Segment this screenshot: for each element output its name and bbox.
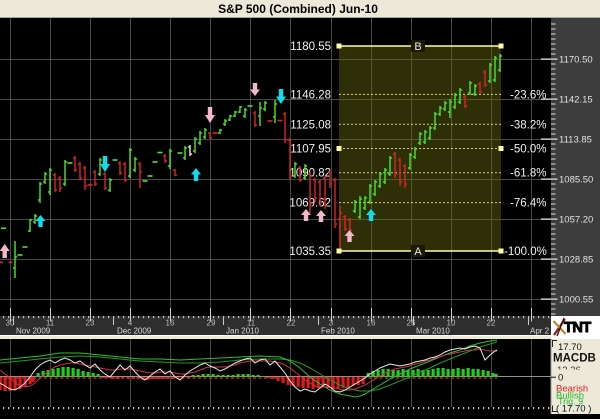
svg-text:1035.35: 1035.35 (289, 246, 331, 258)
svg-text:0: 0 (558, 373, 563, 384)
svg-text:22: 22 (287, 319, 296, 328)
svg-text:1180.55: 1180.55 (290, 41, 331, 53)
svg-text:11: 11 (247, 319, 256, 328)
svg-text:1170.50: 1170.50 (559, 55, 593, 66)
svg-text:3: 3 (329, 319, 334, 328)
svg-text:-50.0%: -50.0% (510, 144, 546, 156)
svg-text:4: 4 (128, 319, 133, 328)
svg-text:22: 22 (487, 319, 496, 328)
svg-text:-100.0%: -100.0% (504, 246, 547, 258)
svg-text:-38.2%: -38.2% (510, 119, 546, 131)
svg-text:Feb 2010: Feb 2010 (321, 327, 355, 336)
svg-text:1085.50: 1085.50 (559, 175, 593, 186)
svg-text:TNT: TNT (564, 320, 591, 336)
svg-text:1142.15: 1142.15 (559, 95, 593, 106)
svg-text:MACDB: MACDB (553, 353, 596, 365)
svg-text:1107.95: 1107.95 (290, 144, 331, 156)
svg-text:Bullish: Bullish (556, 391, 584, 402)
svg-text:-76.4%: -76.4% (510, 198, 546, 210)
svg-text:1146.28: 1146.28 (290, 89, 331, 101)
svg-text:1113.85: 1113.85 (559, 135, 592, 146)
svg-text:( 17.70 ): ( 17.70 ) (556, 404, 591, 415)
svg-text:17.70: 17.70 (558, 342, 582, 353)
svg-text:23: 23 (86, 319, 95, 328)
svg-text:-61.8%: -61.8% (510, 168, 546, 180)
svg-text:26: 26 (407, 319, 416, 328)
svg-text:10: 10 (447, 319, 456, 328)
svg-text:S&P 500 (Combined) Jun-10: S&P 500 (Combined) Jun-10 (218, 2, 378, 16)
svg-text:Bearish: Bearish (556, 384, 588, 395)
svg-text:Dec 2009: Dec 2009 (117, 327, 152, 336)
svg-text:Apr 2: Apr 2 (530, 327, 550, 336)
svg-text:B: B (414, 41, 421, 53)
svg-text:1000.55: 1000.55 (559, 295, 593, 306)
svg-text:Nov 2009: Nov 2009 (16, 327, 51, 336)
svg-text:16: 16 (166, 319, 175, 328)
svg-text:1028.85: 1028.85 (559, 255, 593, 266)
svg-text:11: 11 (46, 319, 55, 328)
svg-text:30: 30 (6, 319, 15, 328)
svg-text:Jan 2010: Jan 2010 (226, 327, 259, 336)
svg-text:A: A (414, 246, 422, 258)
svg-text:Trig. 9: Trig. 9 (558, 397, 583, 407)
svg-text:29: 29 (207, 319, 216, 328)
svg-text:-23.6%: -23.6% (510, 89, 546, 101)
svg-text:1057.20: 1057.20 (559, 215, 593, 226)
svg-text:1125.08: 1125.08 (290, 119, 331, 131)
svg-text:16: 16 (367, 319, 376, 328)
svg-text:Mar 2010: Mar 2010 (416, 327, 450, 336)
